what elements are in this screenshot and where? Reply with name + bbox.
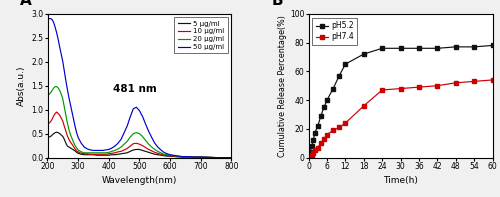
X-axis label: Time(h): Time(h): [383, 176, 418, 185]
10 μg/ml: [54, 111, 60, 113]
pH5.2: [471, 46, 477, 48]
pH7.4: [306, 156, 312, 159]
Text: 481 nm: 481 nm: [114, 84, 157, 94]
50 μg/ml: [213, 156, 219, 159]
pH5.2: [321, 106, 327, 108]
Line: 50 μg/ml: 50 μg/ml: [48, 19, 232, 158]
5 μg/ml: [213, 156, 219, 159]
Text: A: A: [20, 0, 32, 8]
Y-axis label: Cumulative Release Percentage(%): Cumulative Release Percentage(%): [278, 15, 287, 157]
pH5.2: [490, 44, 496, 47]
10 μg/ml: [66, 138, 72, 141]
10 μg/ml: [146, 148, 152, 151]
50 μg/ml: [44, 18, 51, 21]
5 μg/ml: [228, 156, 234, 159]
X-axis label: Wavelength(nm): Wavelength(nm): [102, 176, 177, 185]
pH7.4: [330, 129, 336, 131]
Legend: pH5.2, pH7.4: pH5.2, pH7.4: [312, 18, 358, 45]
pH7.4: [307, 155, 313, 157]
Line: 20 μg/ml: 20 μg/ml: [48, 87, 232, 158]
pH7.4: [308, 153, 314, 156]
50 μg/ml: [68, 104, 73, 106]
20 μg/ml: [44, 94, 51, 97]
pH7.4: [379, 89, 385, 91]
5 μg/ml: [66, 146, 72, 148]
pH7.4: [315, 146, 321, 149]
pH7.4: [324, 133, 330, 136]
pH5.2: [324, 99, 330, 101]
10 μg/ml: [228, 156, 234, 159]
pH5.2: [336, 74, 342, 77]
pH7.4: [312, 149, 318, 152]
20 μg/ml: [213, 156, 219, 159]
5 μg/ml: [54, 131, 60, 133]
pH5.2: [379, 47, 385, 49]
pH7.4: [310, 152, 316, 154]
10 μg/ml: [164, 154, 170, 157]
5 μg/ml: [164, 155, 170, 157]
pH7.4: [471, 80, 477, 83]
pH5.2: [307, 151, 313, 153]
pH7.4: [336, 126, 342, 129]
pH5.2: [416, 47, 422, 49]
pH7.4: [361, 105, 367, 107]
Text: B: B: [272, 0, 283, 8]
pH5.2: [318, 115, 324, 117]
pH5.2: [361, 53, 367, 55]
pH5.2: [306, 156, 312, 159]
50 μg/ml: [228, 156, 234, 159]
50 μg/ml: [164, 153, 170, 155]
5 μg/ml: [68, 147, 73, 149]
50 μg/ml: [46, 17, 52, 20]
20 μg/ml: [52, 85, 58, 88]
pH5.2: [315, 125, 321, 127]
pH7.4: [321, 138, 327, 140]
50 μg/ml: [134, 106, 140, 108]
5 μg/ml: [134, 148, 140, 151]
pH7.4: [318, 142, 324, 144]
pH7.4: [434, 85, 440, 87]
pH5.2: [312, 132, 318, 134]
pH7.4: [452, 82, 458, 84]
Y-axis label: Abs(a.u.): Abs(a.u.): [16, 65, 26, 106]
pH5.2: [452, 46, 458, 48]
Legend: 5 μg/ml, 10 μg/ml, 20 μg/ml, 50 μg/ml: 5 μg/ml, 10 μg/ml, 20 μg/ml, 50 μg/ml: [174, 17, 228, 53]
20 μg/ml: [164, 153, 170, 156]
pH7.4: [398, 87, 404, 90]
Line: 10 μg/ml: 10 μg/ml: [48, 112, 232, 158]
pH7.4: [416, 86, 422, 88]
20 μg/ml: [66, 129, 72, 131]
pH5.2: [398, 47, 404, 49]
pH5.2: [310, 139, 316, 141]
pH5.2: [330, 87, 336, 90]
10 μg/ml: [44, 123, 51, 125]
5 μg/ml: [146, 151, 152, 153]
50 μg/ml: [192, 156, 198, 158]
50 μg/ml: [146, 130, 152, 132]
20 μg/ml: [146, 143, 152, 145]
5 μg/ml: [192, 156, 198, 158]
Line: 5 μg/ml: 5 μg/ml: [48, 132, 232, 158]
20 μg/ml: [192, 156, 198, 158]
20 μg/ml: [68, 133, 73, 136]
pH7.4: [342, 122, 348, 124]
pH7.4: [490, 79, 496, 81]
Line: pH7.4: pH7.4: [307, 78, 494, 159]
10 μg/ml: [134, 142, 140, 144]
pH5.2: [342, 63, 348, 65]
10 μg/ml: [213, 156, 219, 159]
10 μg/ml: [192, 156, 198, 158]
20 μg/ml: [228, 156, 234, 159]
5 μg/ml: [44, 136, 51, 139]
pH5.2: [308, 145, 314, 147]
Line: pH5.2: pH5.2: [307, 44, 494, 159]
10 μg/ml: [68, 141, 73, 143]
20 μg/ml: [134, 131, 140, 134]
pH5.2: [434, 47, 440, 49]
50 μg/ml: [66, 97, 72, 99]
